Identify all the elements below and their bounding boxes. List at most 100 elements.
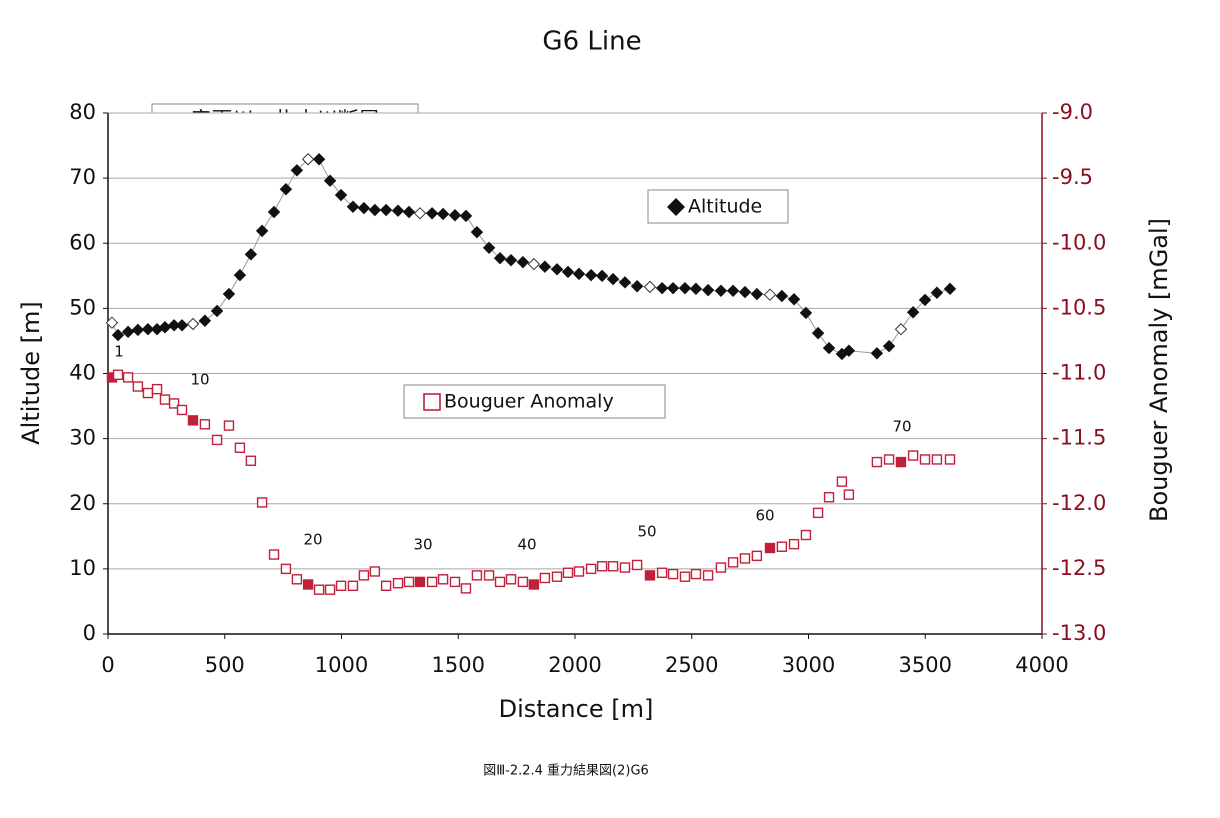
legend-label: Altitude	[688, 196, 762, 218]
point	[198, 314, 212, 327]
point	[449, 576, 461, 588]
point	[607, 561, 619, 572]
point	[606, 272, 620, 286]
point	[516, 255, 530, 269]
point	[823, 492, 835, 503]
point	[930, 286, 944, 299]
point	[679, 571, 691, 582]
point	[347, 580, 359, 592]
point	[585, 563, 597, 575]
point	[436, 207, 450, 221]
point	[460, 583, 472, 594]
y2-tick-label: -9.0	[1052, 100, 1093, 124]
point	[211, 434, 223, 446]
point	[323, 174, 337, 187]
point	[689, 282, 703, 296]
point	[527, 257, 541, 271]
point	[918, 293, 932, 307]
point	[619, 562, 631, 573]
x-axis-label: Distance [m]	[499, 695, 654, 723]
y2-tick-label: -12.0	[1052, 491, 1106, 515]
point	[919, 454, 931, 465]
point	[459, 209, 473, 223]
point	[836, 476, 848, 487]
point-label: 50	[637, 523, 656, 541]
point	[562, 567, 574, 578]
point	[726, 284, 740, 297]
y2-tick-label: -10.0	[1052, 230, 1106, 254]
point	[223, 420, 235, 431]
point	[302, 579, 314, 590]
point	[256, 497, 268, 508]
point	[750, 287, 764, 301]
point	[811, 326, 825, 340]
point	[324, 584, 336, 595]
point	[426, 576, 438, 588]
point	[233, 268, 247, 282]
y2-tick-label: -13.0	[1052, 621, 1106, 645]
point	[596, 561, 608, 572]
point	[528, 579, 540, 590]
y-tick-label: 80	[69, 100, 96, 124]
point	[234, 442, 246, 453]
x-tick-label: 2000	[548, 653, 601, 677]
point	[380, 580, 392, 592]
point	[656, 567, 668, 578]
y-tick-label: 30	[69, 426, 96, 450]
point	[141, 323, 155, 336]
point	[176, 404, 188, 416]
point	[505, 574, 517, 585]
point	[334, 188, 348, 202]
y2-tick-label: -11.5	[1052, 426, 1106, 450]
point	[894, 323, 908, 336]
point	[727, 557, 739, 568]
y2-tick-label: -12.5	[1052, 556, 1106, 580]
point	[561, 265, 575, 279]
y-tick-label: 20	[69, 491, 96, 515]
point	[538, 260, 552, 273]
point	[105, 316, 119, 329]
point	[906, 306, 920, 319]
y-tick-label: 40	[69, 361, 96, 385]
point	[870, 347, 884, 360]
x-tick-label: 4000	[1015, 653, 1068, 677]
point	[301, 153, 315, 166]
point	[595, 269, 609, 283]
point	[482, 241, 496, 255]
point	[843, 489, 855, 500]
point	[584, 268, 598, 282]
point	[943, 282, 957, 296]
y-axis-label: Altitude [m]	[17, 301, 45, 445]
point	[279, 182, 293, 196]
chart-title: G6 Line	[542, 27, 641, 57]
x-tick-label: 1500	[432, 653, 485, 677]
point	[842, 344, 856, 357]
y-tick-label: 10	[69, 556, 96, 580]
y-tick-label: 50	[69, 295, 96, 319]
point	[437, 574, 449, 585]
point	[701, 283, 715, 297]
point	[882, 339, 896, 353]
x-tick-label: 2500	[665, 653, 718, 677]
point	[210, 304, 224, 318]
point	[448, 209, 462, 222]
point	[245, 455, 257, 466]
point	[186, 317, 200, 331]
point	[572, 267, 586, 281]
point	[159, 394, 171, 405]
y-tick-label: 70	[69, 165, 96, 189]
point	[290, 164, 304, 177]
x-tick-label: 500	[205, 653, 245, 677]
point	[199, 419, 211, 430]
y2-tick-label: -11.0	[1052, 361, 1106, 385]
point	[763, 288, 777, 301]
point	[539, 572, 551, 584]
point	[335, 580, 347, 592]
point	[800, 529, 812, 541]
point	[151, 383, 163, 395]
point	[618, 276, 632, 289]
point	[392, 578, 404, 589]
point	[268, 549, 280, 560]
point	[358, 570, 370, 581]
